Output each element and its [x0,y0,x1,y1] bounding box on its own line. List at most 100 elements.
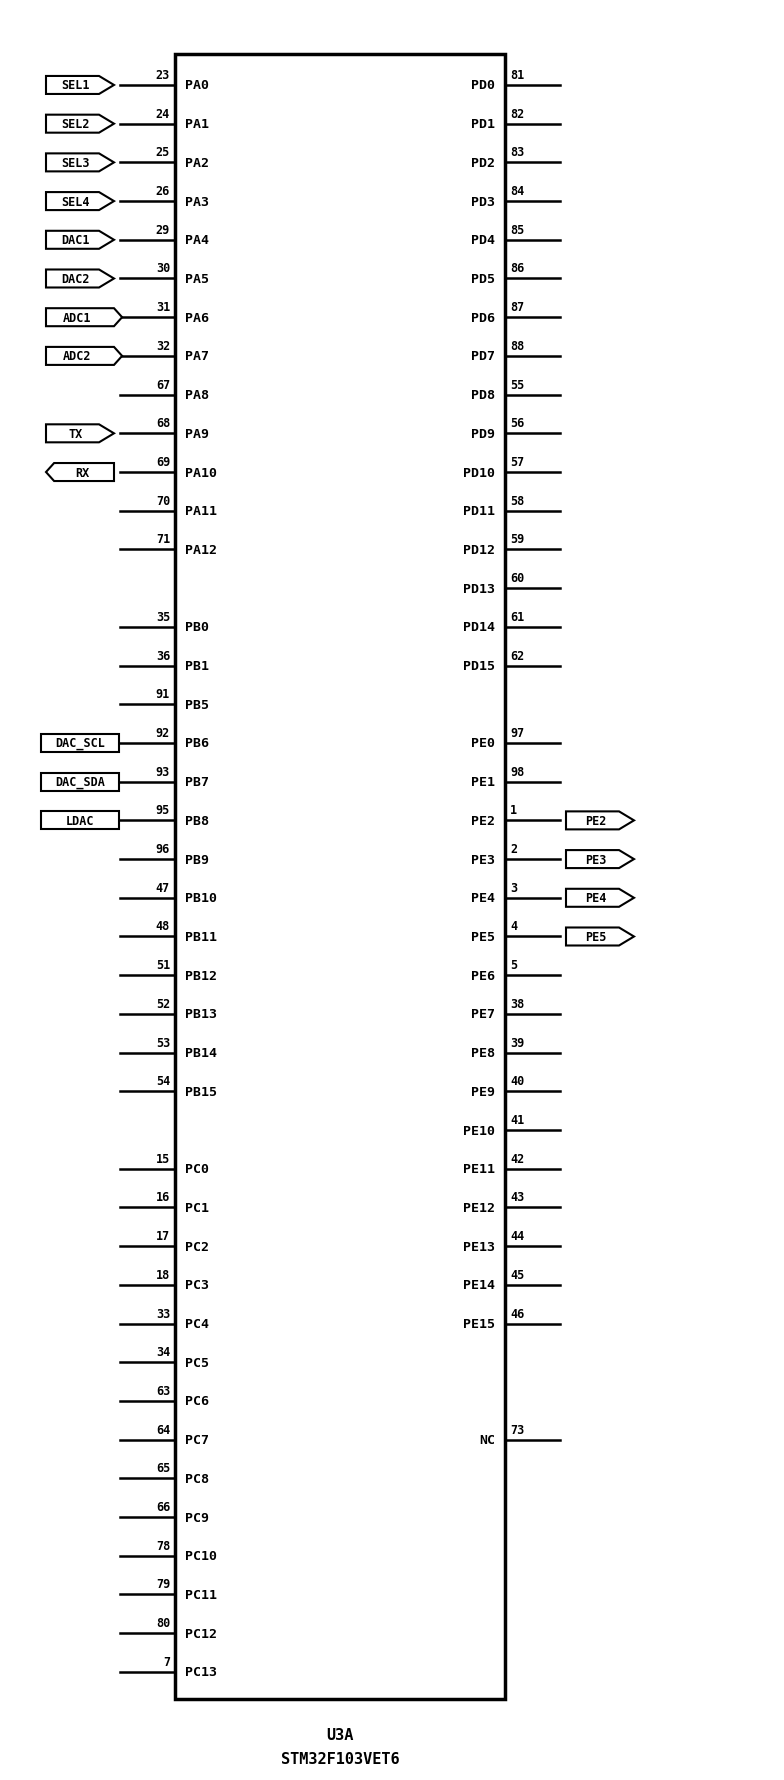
Text: PE10: PE10 [463,1123,495,1137]
Text: PC3: PC3 [185,1278,209,1292]
Text: 31: 31 [156,301,170,313]
Text: 84: 84 [510,185,524,198]
Text: 78: 78 [156,1540,170,1552]
Polygon shape [566,812,634,829]
Text: 4: 4 [510,920,517,933]
Text: PC8: PC8 [185,1472,209,1485]
Text: 85: 85 [510,224,524,237]
Text: PB7: PB7 [185,776,209,789]
Text: 41: 41 [510,1114,524,1127]
Text: PB11: PB11 [185,931,217,943]
Polygon shape [46,425,114,443]
Text: 26: 26 [156,185,170,198]
Text: PD9: PD9 [471,427,495,441]
Text: LDAC: LDAC [66,815,94,828]
Text: PD10: PD10 [463,466,495,479]
Text: PD14: PD14 [463,621,495,634]
Text: PE8: PE8 [471,1047,495,1059]
Text: PC13: PC13 [185,1666,217,1679]
Text: RX: RX [75,466,90,479]
Text: PB13: PB13 [185,1007,217,1022]
Text: PB14: PB14 [185,1047,217,1059]
Text: PD11: PD11 [463,506,495,518]
Text: 36: 36 [156,650,170,662]
Text: PD12: PD12 [463,543,495,557]
Text: 61: 61 [510,611,524,623]
Text: PE13: PE13 [463,1241,495,1253]
Text: ADC1: ADC1 [63,312,92,324]
Text: PD1: PD1 [471,117,495,132]
Text: 79: 79 [156,1577,170,1591]
Text: PA3: PA3 [185,196,209,208]
Text: 80: 80 [156,1616,170,1629]
Text: PE2: PE2 [471,815,495,828]
Text: ADC2: ADC2 [63,351,92,363]
Text: PE14: PE14 [463,1278,495,1292]
Text: DAC_SCL: DAC_SCL [55,737,105,749]
Text: PE12: PE12 [463,1202,495,1214]
Polygon shape [46,116,114,134]
Polygon shape [46,271,114,288]
Text: 24: 24 [156,107,170,121]
Text: PD7: PD7 [471,351,495,363]
Text: PE1: PE1 [471,776,495,789]
Text: PA8: PA8 [185,388,209,402]
Polygon shape [46,310,122,328]
Text: PC12: PC12 [185,1627,217,1639]
Text: 39: 39 [510,1036,524,1048]
Text: 35: 35 [156,611,170,623]
Text: 25: 25 [156,146,170,158]
Text: 54: 54 [156,1075,170,1088]
Text: SEL1: SEL1 [62,80,90,93]
Text: 59: 59 [510,534,524,546]
Text: PA4: PA4 [185,235,209,247]
Text: 53: 53 [156,1036,170,1048]
Text: 86: 86 [510,262,524,276]
Text: 40: 40 [510,1075,524,1088]
Polygon shape [46,465,114,482]
Text: 56: 56 [510,417,524,431]
Text: 55: 55 [510,379,524,392]
Bar [41,812,119,829]
Text: PB6: PB6 [185,737,209,749]
Text: PA1: PA1 [185,117,209,132]
Text: 81: 81 [510,69,524,82]
Text: PB8: PB8 [185,815,209,828]
Text: PC6: PC6 [185,1396,209,1408]
Text: STM32F103VET6: STM32F103VET6 [281,1752,399,1766]
Text: PB0: PB0 [185,621,209,634]
Text: PA7: PA7 [185,351,209,363]
Text: 16: 16 [156,1191,170,1203]
Text: PC7: PC7 [185,1433,209,1447]
Text: 46: 46 [510,1307,524,1319]
Text: 48: 48 [156,920,170,933]
Text: PE4: PE4 [471,892,495,904]
Text: 17: 17 [156,1230,170,1242]
Text: 98: 98 [510,765,524,778]
Text: 30: 30 [156,262,170,276]
Text: PC1: PC1 [185,1202,209,1214]
Text: 29: 29 [156,224,170,237]
Text: 18: 18 [156,1267,170,1282]
Text: 5: 5 [510,959,517,972]
Text: PD5: PD5 [471,272,495,287]
Bar [41,735,119,753]
Text: PC9: PC9 [185,1511,209,1524]
Text: 66: 66 [156,1501,170,1513]
Text: PD13: PD13 [463,582,495,595]
Text: PA9: PA9 [185,427,209,441]
Text: 65: 65 [156,1461,170,1474]
Text: PD8: PD8 [471,388,495,402]
Text: 91: 91 [156,687,170,701]
Polygon shape [566,851,634,869]
Text: PE15: PE15 [463,1317,495,1330]
Polygon shape [46,192,114,212]
Text: 71: 71 [156,534,170,546]
Text: PB1: PB1 [185,660,209,673]
Text: 15: 15 [156,1152,170,1166]
Text: 95: 95 [156,805,170,817]
Bar [175,55,505,1700]
Text: PE4: PE4 [585,892,607,904]
Text: 7: 7 [163,1655,170,1668]
Text: 60: 60 [510,571,524,586]
